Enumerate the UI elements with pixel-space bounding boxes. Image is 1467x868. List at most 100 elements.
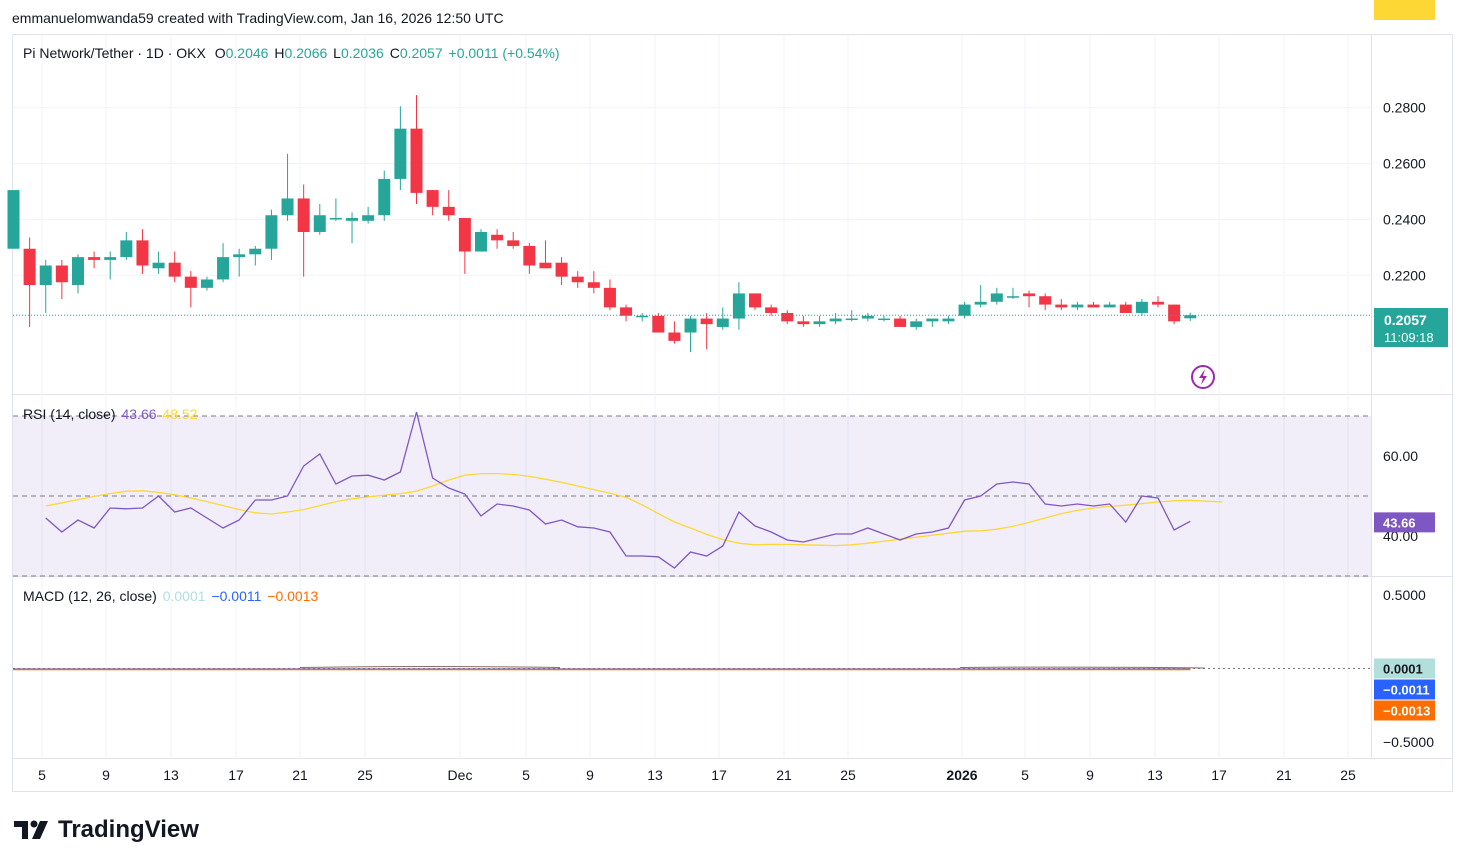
candle-body <box>329 218 342 220</box>
change-value: +0.0011 (+0.54%) <box>448 45 560 61</box>
macd-value: −0.0011 <box>211 588 262 604</box>
symbol-label[interactable]: Pi Network/Tether · 1D · OKX <box>23 45 206 61</box>
candle-body <box>23 248 36 286</box>
candle-body <box>974 301 987 305</box>
rsi-ma-value: 48.52 <box>162 406 198 422</box>
candle-body <box>7 190 20 249</box>
lightning-icon[interactable] <box>1191 365 1215 389</box>
candle-body <box>539 262 552 269</box>
candle-body <box>620 307 633 316</box>
countdown-label: 11:09:18 <box>1384 330 1434 345</box>
candle-body <box>749 293 762 308</box>
candle-body <box>1119 304 1132 313</box>
candle-body <box>491 234 504 241</box>
time-tick-label: 21 <box>1276 767 1292 783</box>
time-tick-label: Dec <box>448 767 473 783</box>
rsi-ma-line <box>45 472 1223 547</box>
candle-body <box>297 198 310 232</box>
time-tick-label: 5 <box>1021 767 1029 783</box>
candle-body <box>233 254 246 258</box>
rsi-tick-label: 60.00 <box>1383 448 1418 464</box>
macd-title[interactable]: MACD (12, 26, close) <box>23 588 157 604</box>
candle-body <box>845 318 858 321</box>
macd-signal-badge-bg <box>1374 700 1435 721</box>
time-tick-label: 21 <box>292 767 308 783</box>
time-tick-label: 25 <box>357 767 373 783</box>
candle-body <box>732 293 745 319</box>
candle-body <box>313 215 326 232</box>
time-tick-label: 5 <box>522 767 530 783</box>
candle-body <box>555 262 568 277</box>
candle-body <box>861 315 874 319</box>
candle-body <box>603 287 616 308</box>
candle-body <box>668 332 681 341</box>
rsi-title[interactable]: RSI (14, close) <box>23 406 116 422</box>
macd-signal-value: −0.0013 <box>267 588 319 604</box>
candle-body <box>926 318 939 322</box>
candle-body <box>217 257 230 280</box>
candle-body <box>458 218 471 252</box>
last-price-badge <box>1374 308 1448 347</box>
macd-histogram <box>299 666 1206 669</box>
time-tick-label: 13 <box>1147 767 1163 783</box>
candle-body <box>1006 296 1019 298</box>
candle-body <box>136 240 149 266</box>
macd-tick-label: 0.5000 <box>1383 587 1426 603</box>
time-tick-label: 9 <box>102 767 110 783</box>
candle-body <box>442 206 455 216</box>
open-label: O <box>214 45 226 61</box>
candle-body <box>426 190 439 207</box>
candle-body <box>378 178 391 216</box>
macd-hist-badge: 0.0001 <box>1383 662 1423 677</box>
candle-body <box>910 321 923 327</box>
candle-body <box>636 315 649 318</box>
candle-body <box>652 315 665 333</box>
candle-body <box>410 128 423 193</box>
time-tick-label: 13 <box>163 767 179 783</box>
low-label: L <box>333 45 341 61</box>
candle-body <box>1184 315 1197 319</box>
rsi-ma-badge: 48.52 <box>1383 0 1416 3</box>
candle-body <box>1103 304 1116 308</box>
candle-body <box>877 318 890 321</box>
rsi-badge-bg <box>1374 512 1435 533</box>
tradingview-logo-icon <box>14 820 48 839</box>
time-tick-label: 21 <box>776 767 792 783</box>
chart-frame <box>12 34 1453 792</box>
candle-body <box>990 293 1003 302</box>
rsi-line <box>45 411 1191 569</box>
candle-body <box>1023 293 1036 297</box>
candle-body <box>781 312 794 322</box>
macd-tick-label: −0.5000 <box>1383 734 1434 750</box>
candle-body <box>168 262 181 277</box>
rsi-badge: 43.66 <box>1383 515 1416 530</box>
tradingview-logo[interactable]: TradingView <box>14 816 199 844</box>
candle-body <box>1152 301 1165 305</box>
macd-badge-bg <box>1374 679 1435 700</box>
candle-body <box>1168 304 1181 322</box>
candle-body <box>362 215 375 221</box>
candle-body <box>55 265 68 283</box>
candle-body <box>829 318 842 322</box>
price-tick-label: 0.2200 <box>1383 267 1426 283</box>
time-tick-label: 9 <box>1086 767 1094 783</box>
rsi-value: 43.66 <box>121 406 157 422</box>
candle-body <box>587 282 600 288</box>
low-value: 0.2036 <box>340 45 384 61</box>
time-tick-label: 17 <box>228 767 244 783</box>
candle-body <box>88 257 101 260</box>
rsi-legend: RSI (14, close) 43.66 48.52 <box>23 406 199 422</box>
time-tick-label: 9 <box>586 767 594 783</box>
candle-body <box>265 215 278 249</box>
macd-badge: −0.0011 <box>1383 683 1430 698</box>
candle-body <box>797 321 810 325</box>
price-tick-label: 0.2800 <box>1383 100 1426 116</box>
candle-body <box>958 304 971 316</box>
candle-body <box>1055 304 1068 308</box>
candle-body <box>474 231 487 252</box>
close-label: C <box>389 45 400 61</box>
tradingview-brand: TradingView <box>58 816 199 843</box>
time-tick-label: 17 <box>1211 767 1227 783</box>
candle-body <box>394 128 407 179</box>
